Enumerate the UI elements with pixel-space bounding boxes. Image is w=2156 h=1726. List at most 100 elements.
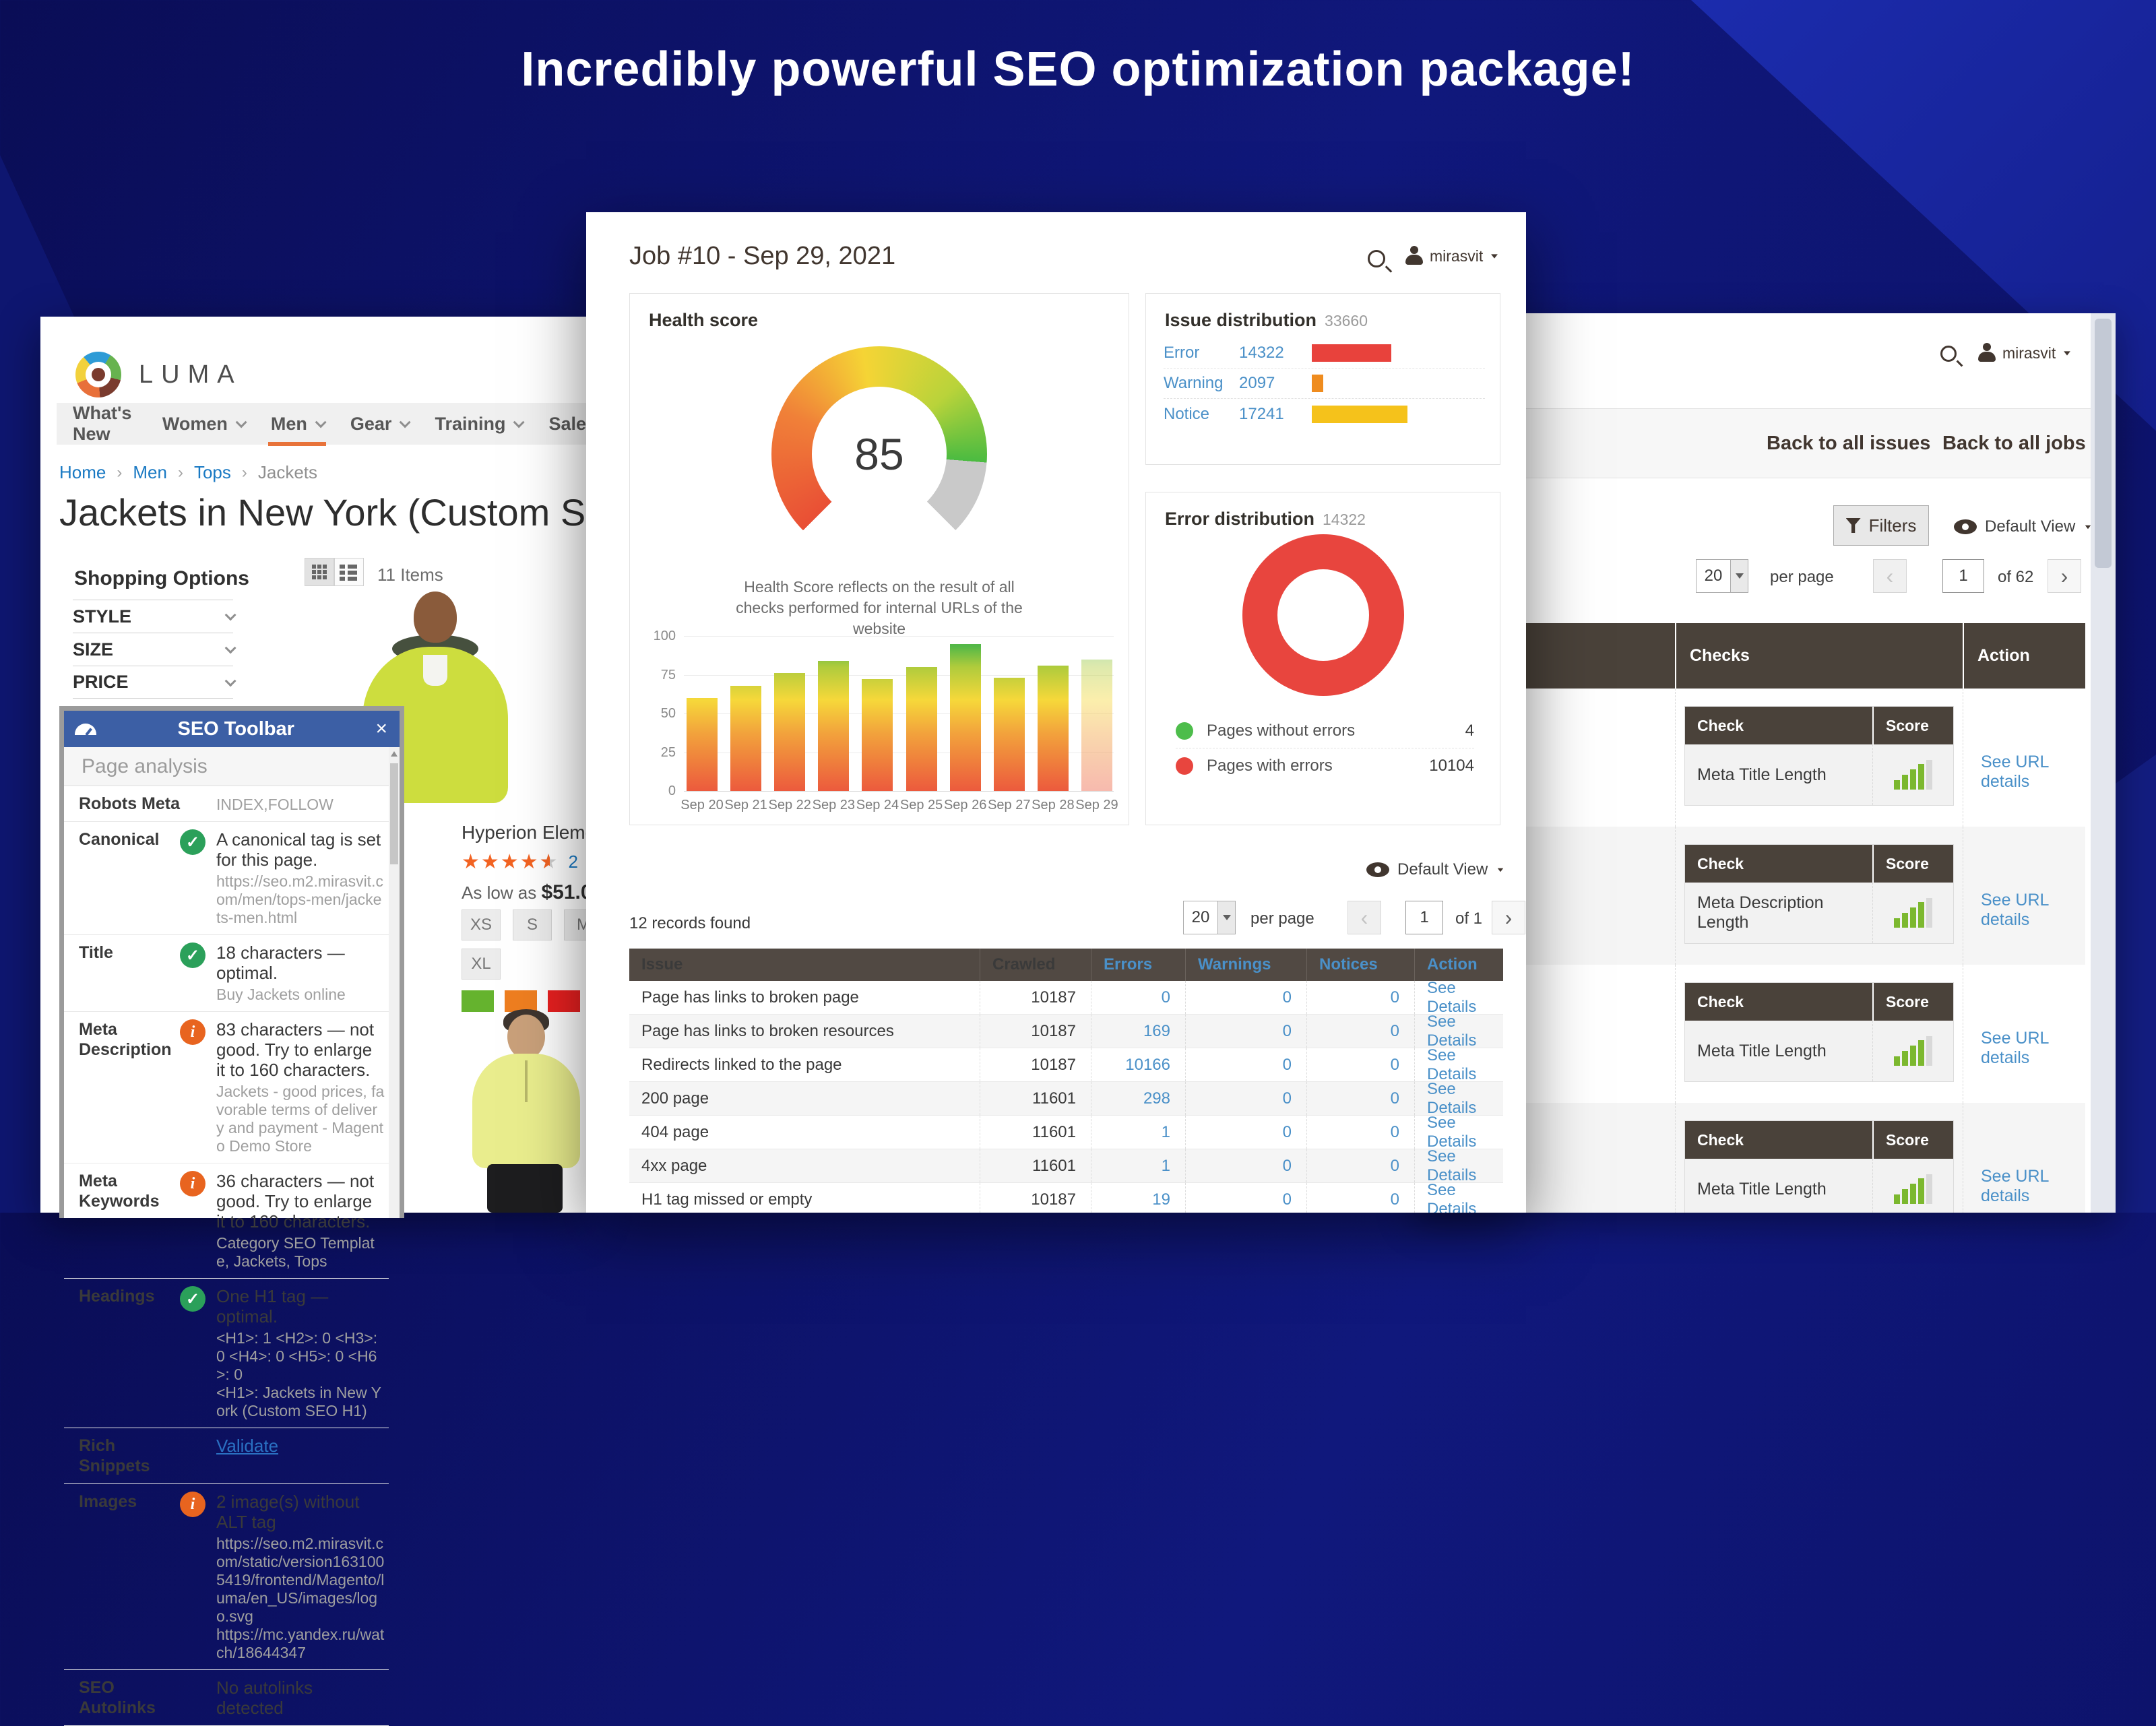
nav-women[interactable]: Women bbox=[162, 414, 247, 435]
user-menu[interactable]: mirasvit bbox=[1978, 343, 2072, 363]
see-details-link[interactable]: See Details bbox=[1414, 1147, 1503, 1184]
x-tick-label: Sep 27 bbox=[988, 798, 1031, 812]
warning-count[interactable]: 2097 bbox=[1239, 374, 1275, 392]
breadcrumb-home[interactable]: Home bbox=[59, 462, 106, 482]
check-icon: ✓ bbox=[180, 942, 205, 968]
seo-toolbar-panel: SEO Toolbar × Page analysis Robots Meta … bbox=[59, 706, 404, 1726]
seo-toolbar-header[interactable]: SEO Toolbar × bbox=[64, 711, 400, 747]
view-selector[interactable]: Default View bbox=[1366, 860, 1505, 879]
scroll-up-icon[interactable] bbox=[391, 751, 398, 757]
list-view-button[interactable] bbox=[334, 558, 364, 586]
swatch-orange[interactable] bbox=[505, 990, 537, 1012]
filters-button[interactable]: Filters bbox=[1833, 505, 1929, 546]
see-details-link[interactable]: See Details bbox=[1414, 979, 1503, 1016]
nav-gear[interactable]: Gear bbox=[350, 414, 412, 435]
headline: Incredibly powerful SEO optimization pac… bbox=[521, 42, 1635, 96]
breadcrumb-tops[interactable]: Tops bbox=[193, 462, 231, 482]
search-icon[interactable] bbox=[1368, 250, 1385, 267]
luma-logo[interactable]: LUMA bbox=[75, 352, 243, 397]
info-icon: i bbox=[180, 1019, 205, 1045]
scrollbar-thumb[interactable] bbox=[390, 763, 398, 864]
see-url-details-link[interactable]: See URL details bbox=[1981, 753, 2049, 791]
records-found: 12 records found bbox=[629, 914, 751, 932]
size-m[interactable]: M bbox=[564, 909, 586, 940]
user-menu[interactable]: mirasvit bbox=[1405, 246, 1499, 266]
page-input[interactable]: 1 bbox=[1405, 901, 1443, 934]
health-bar: Sep 20 bbox=[680, 636, 724, 812]
notice-count[interactable]: 17241 bbox=[1239, 404, 1284, 423]
prev-page-button[interactable]: ‹ bbox=[1348, 901, 1381, 934]
warning-link[interactable]: Warning bbox=[1164, 374, 1224, 392]
seo-panel-scrollbar[interactable] bbox=[389, 747, 400, 1218]
prev-page-button[interactable]: ‹ bbox=[1873, 559, 1907, 593]
star-rating-icon: ★★★★★★ bbox=[462, 851, 559, 873]
select-caret bbox=[1217, 901, 1235, 934]
reviews-count[interactable]: 2 bbox=[568, 852, 578, 872]
chevron-down-icon bbox=[224, 609, 236, 621]
size-s[interactable]: S bbox=[513, 909, 552, 940]
list-icon bbox=[340, 565, 357, 569]
see-url-details-link[interactable]: See URL details bbox=[1981, 1167, 2049, 1205]
product-name-link[interactable]: Hyperion Elements Jacket bbox=[462, 822, 586, 843]
swatch-red[interactable] bbox=[548, 990, 580, 1012]
see-details-link[interactable]: See Details bbox=[1414, 1046, 1503, 1083]
y-tick-label: 100 bbox=[653, 629, 676, 643]
page-of-label: of 62 bbox=[1998, 568, 2034, 586]
close-icon[interactable]: × bbox=[375, 717, 387, 740]
filter-size[interactable]: SIZE bbox=[73, 633, 236, 666]
nav-sale[interactable]: Sale bbox=[548, 413, 586, 434]
filter-style[interactable]: STYLE bbox=[73, 600, 236, 633]
product-rating: ★★★★★★ 2 Reviews bbox=[462, 850, 586, 874]
size-options-row2: XL bbox=[462, 949, 501, 980]
health-bar: Sep 25 bbox=[900, 636, 943, 812]
health-bar: Sep 26 bbox=[944, 636, 986, 812]
size-xs[interactable]: XS bbox=[462, 909, 501, 940]
back-to-all-issues-link[interactable]: Back to all issues bbox=[1767, 432, 1931, 454]
next-page-button[interactable]: › bbox=[1492, 901, 1525, 934]
see-details-link[interactable]: See Details bbox=[1414, 1013, 1503, 1050]
window-scrollbar[interactable] bbox=[2091, 313, 2116, 1213]
see-details-link[interactable]: See Details bbox=[1414, 1114, 1503, 1151]
nav-whats-new[interactable]: What's New bbox=[73, 403, 132, 444]
product-photo-shirt[interactable] bbox=[462, 1009, 586, 1213]
view-selector[interactable]: Default View bbox=[1954, 517, 2093, 536]
notice-link[interactable]: Notice bbox=[1164, 404, 1210, 423]
error-count[interactable]: 14322 bbox=[1239, 344, 1284, 362]
scrollbar-thumb[interactable] bbox=[2095, 319, 2112, 568]
chevron-down-icon bbox=[513, 416, 526, 428]
next-page-button[interactable]: › bbox=[2048, 559, 2081, 593]
filter-price[interactable]: PRICE bbox=[73, 666, 236, 699]
search-icon[interactable] bbox=[1940, 346, 1957, 362]
see-url-details-link[interactable]: See URL details bbox=[1981, 891, 2049, 929]
dist-row-error: Error 14322 bbox=[1164, 338, 1485, 369]
x-tick-label: Sep 22 bbox=[768, 798, 811, 812]
see-details-link[interactable]: See Details bbox=[1414, 1080, 1503, 1117]
check-name: Meta Title Length bbox=[1697, 1041, 1827, 1060]
see-url-details-link[interactable]: See URL details bbox=[1981, 1029, 2049, 1067]
back-to-all-jobs-link[interactable]: Back to all jobs bbox=[1942, 432, 2086, 454]
size-xl[interactable]: XL bbox=[462, 949, 501, 980]
breadcrumb-men[interactable]: Men bbox=[133, 462, 167, 482]
row-headings: Headings ✓ One H1 tag — optimal. <H1>: 1 … bbox=[64, 1279, 389, 1428]
row-seo-autolinks: SEO Autolinks No autolinks detected bbox=[64, 1670, 389, 1726]
gridline bbox=[684, 791, 1114, 792]
per-page-select[interactable]: 20 bbox=[1183, 901, 1236, 934]
error-link[interactable]: Error bbox=[1164, 344, 1200, 362]
health-bar: Sep 22 bbox=[769, 636, 811, 812]
check-name: Meta Description Length bbox=[1697, 893, 1824, 932]
health-bar: Sep 29 bbox=[1075, 636, 1118, 812]
nav-training[interactable]: Training bbox=[435, 414, 526, 435]
page-input[interactable]: 1 bbox=[1942, 559, 1984, 593]
swatch-green[interactable] bbox=[462, 990, 494, 1012]
nav-men[interactable]: Men bbox=[267, 414, 327, 446]
user-icon bbox=[1405, 246, 1423, 266]
per-page-select[interactable]: 20 bbox=[1696, 559, 1748, 593]
grid-view-button[interactable] bbox=[305, 558, 334, 586]
issue-distribution-title: Issue distribution bbox=[1165, 310, 1317, 330]
validate-link[interactable]: Validate bbox=[216, 1436, 279, 1456]
nested-check-table: Check Score Meta Title Length bbox=[1684, 706, 1954, 806]
error-distribution-card: Error distribution 14322 Pages without er… bbox=[1145, 492, 1500, 825]
breadcrumb: Home › Men › Tops › Jackets bbox=[59, 462, 318, 482]
see-details-link[interactable]: See Details bbox=[1414, 1181, 1503, 1213]
issues-table: Issue Crawled Errors Warnings Notices Ac… bbox=[629, 949, 1503, 1213]
